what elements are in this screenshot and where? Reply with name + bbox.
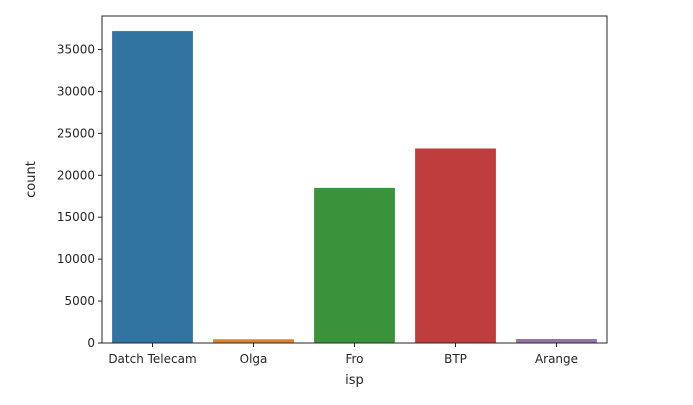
y-axis-ticks: 0 5000 10000 15000 20000 25000 30000 35000 — [57, 43, 102, 350]
y-tick-label-6: 30000 — [57, 84, 95, 98]
x-tick-label-3: BTP — [444, 352, 467, 366]
bars-group — [112, 31, 597, 343]
bar-4 — [516, 338, 597, 343]
y-tick-label-0: 0 — [87, 336, 95, 350]
x-tick-label-2: Fro — [345, 352, 363, 366]
x-tick-label-0: Datch Telecam — [108, 352, 196, 366]
y-tick-label-7: 35000 — [57, 43, 95, 57]
y-tick-label-2: 10000 — [57, 252, 95, 266]
bar-1 — [213, 339, 294, 343]
bar-2 — [314, 187, 395, 343]
y-tick-label-1: 5000 — [64, 294, 95, 308]
x-axis-label: isp — [345, 373, 364, 388]
y-tick-label-4: 20000 — [57, 168, 95, 182]
bar-0 — [112, 31, 193, 343]
y-tick-label-5: 25000 — [57, 126, 95, 140]
y-axis-label: count — [24, 161, 39, 198]
x-tick-label-1: Olga — [240, 352, 268, 366]
plot-frame — [101, 15, 608, 344]
bar-3 — [415, 148, 496, 343]
x-axis-ticks: Datch Telecam Olga Fro BTP Arange — [108, 343, 578, 366]
y-tick-label-3: 15000 — [57, 210, 95, 224]
x-tick-label-4: Arange — [535, 352, 578, 366]
